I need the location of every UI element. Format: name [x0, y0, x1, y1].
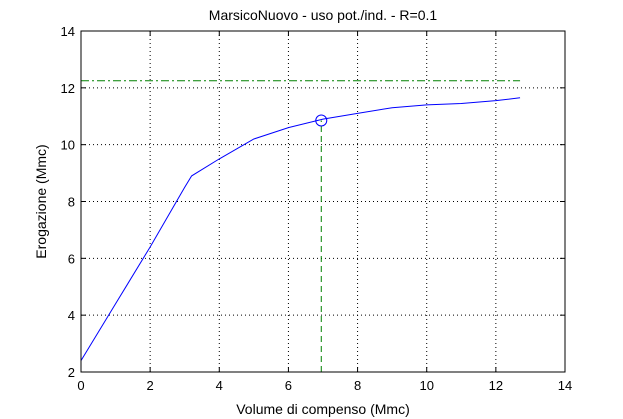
y-tick-label: 8 — [68, 195, 75, 210]
x-tick-labels: 0 2 4 6 8 10 12 14 — [77, 378, 572, 393]
x-tick-label: 14 — [558, 378, 572, 393]
y-tick-label: 10 — [61, 138, 75, 153]
y-tick-label: 6 — [68, 251, 75, 266]
y-tick-labels: 2 4 6 8 10 12 14 — [61, 24, 75, 380]
ticks — [80, 30, 566, 373]
grid — [81, 31, 565, 372]
markers — [315, 114, 328, 127]
chart-title: MarsicoNuovo - uso pot./ind. - R=0.1 — [209, 7, 438, 23]
y-tick-label: 4 — [68, 308, 75, 323]
x-tick-label: 4 — [216, 378, 223, 393]
x-tick-label: 0 — [77, 378, 84, 393]
series-line — [80, 97, 521, 361]
x-tick-label: 2 — [147, 378, 154, 393]
reference-lines — [81, 80, 521, 372]
x-tick-label: 12 — [489, 378, 503, 393]
y-tick-label: 2 — [68, 365, 75, 380]
y-tick-label: 12 — [61, 81, 75, 96]
x-tick-label: 10 — [419, 378, 433, 393]
x-axis-title: Volume di compenso (Mmc) — [236, 401, 410, 417]
x-tick-label: 6 — [285, 378, 292, 393]
series — [80, 97, 521, 361]
y-tick-label: 14 — [61, 24, 75, 39]
x-tick-label: 8 — [354, 378, 361, 393]
y-axis-title: Erogazione (Mmc) — [33, 144, 49, 258]
marker-circle — [315, 114, 328, 127]
